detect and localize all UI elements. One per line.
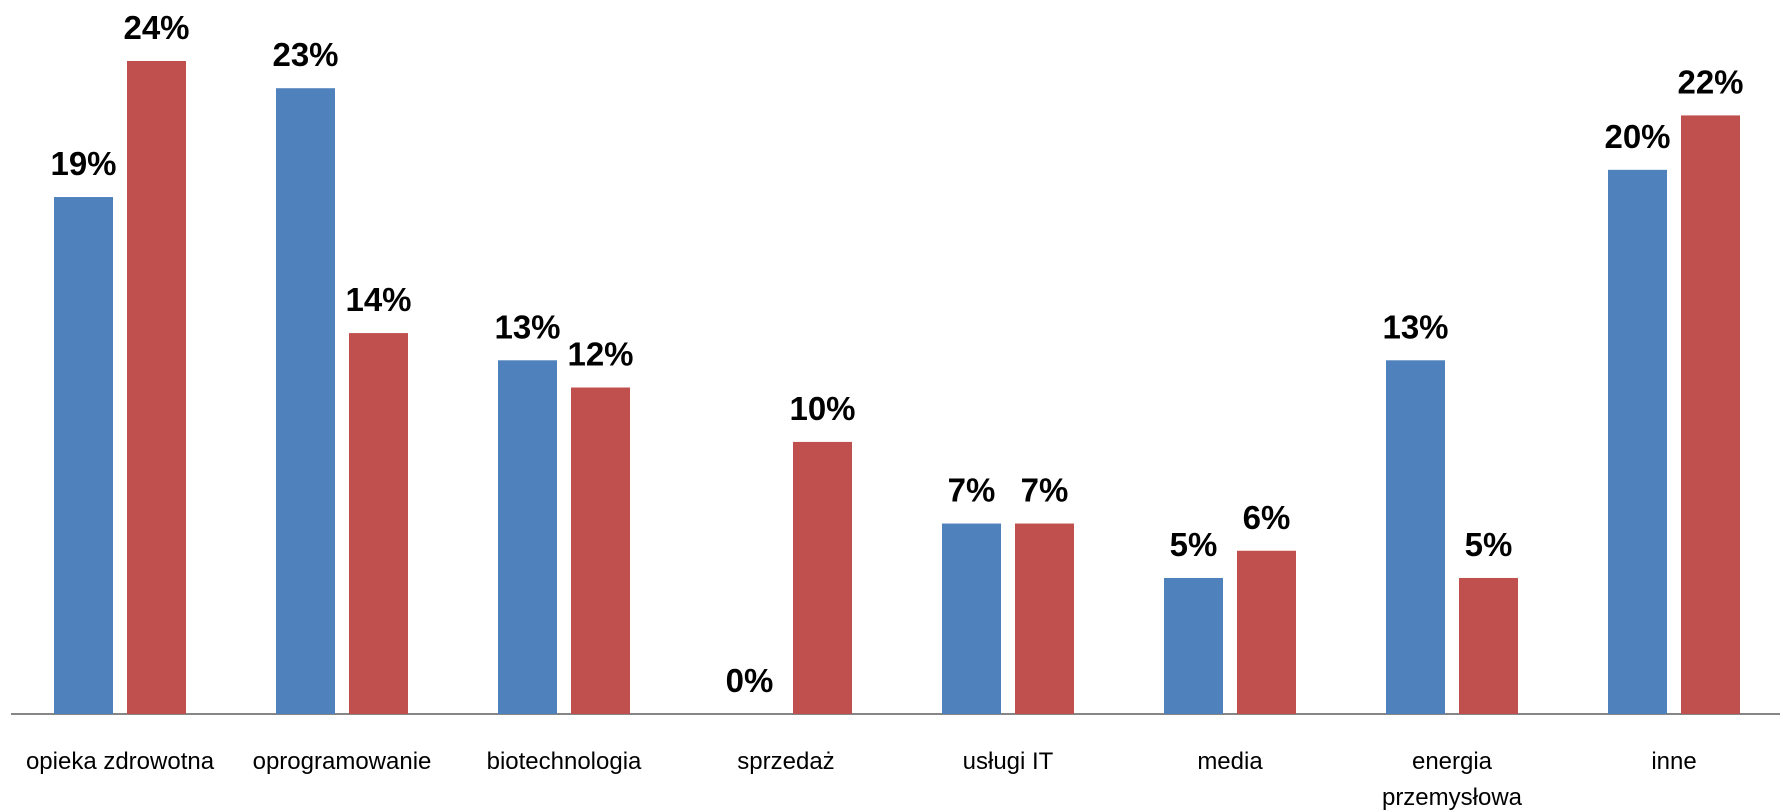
x-tick-label: oprogramowanie xyxy=(252,748,432,775)
data-label: 0% xyxy=(726,662,774,699)
bar xyxy=(276,88,335,715)
data-label: 6% xyxy=(1243,499,1291,536)
x-tick-label: opieka zdrowotna xyxy=(25,748,215,775)
bar xyxy=(793,441,852,714)
x-tick-label: inne xyxy=(1651,748,1697,775)
data-label: 5% xyxy=(1170,526,1218,563)
bar xyxy=(1459,577,1518,714)
x-tick-label: energia przemysłowa xyxy=(1381,748,1523,811)
data-label: 5% xyxy=(1465,526,1513,563)
data-label: 20% xyxy=(1604,118,1670,155)
bar xyxy=(571,387,630,714)
bar xyxy=(1608,169,1667,715)
data-label: 23% xyxy=(272,36,338,73)
bar xyxy=(1237,550,1296,714)
data-label: 10% xyxy=(789,390,855,427)
bar xyxy=(1015,523,1074,714)
x-tick-label: media xyxy=(1197,748,1263,775)
data-label: 7% xyxy=(948,472,996,509)
bar xyxy=(1681,115,1740,714)
bar xyxy=(1386,360,1445,714)
data-label: 22% xyxy=(1677,63,1743,100)
bar xyxy=(1164,577,1223,714)
data-label: 13% xyxy=(494,308,560,345)
data-label: 19% xyxy=(50,145,116,182)
bar xyxy=(349,333,408,714)
x-tick-label: biotechnologia xyxy=(486,748,642,775)
data-label: 12% xyxy=(567,336,633,373)
bar xyxy=(942,523,1001,714)
x-tick-label: usługi IT xyxy=(962,748,1054,775)
data-label: 14% xyxy=(345,281,411,318)
data-label: 7% xyxy=(1021,472,1069,509)
data-label: 24% xyxy=(123,9,189,46)
bar xyxy=(498,360,557,714)
x-tick-label: sprzedaż xyxy=(737,748,835,775)
bar xyxy=(127,61,186,714)
bar xyxy=(54,197,113,714)
data-label: 13% xyxy=(1382,308,1448,345)
